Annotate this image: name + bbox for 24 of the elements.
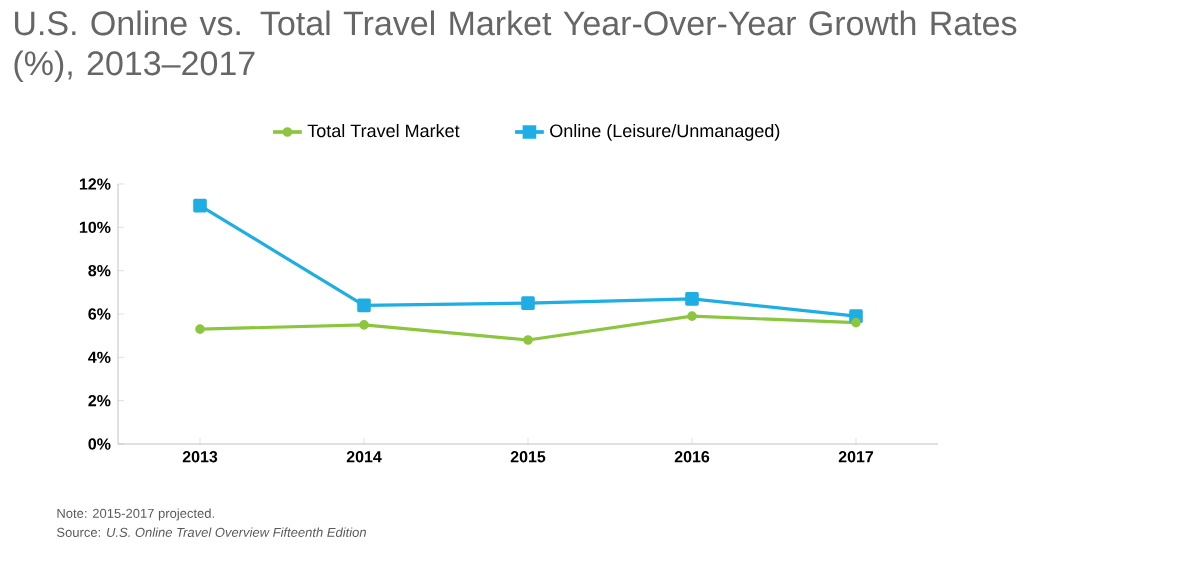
y-tick-label: 4%	[88, 351, 111, 363]
y-tick-label: 10%	[79, 221, 111, 233]
y-tick-label: 2%	[88, 395, 111, 407]
point	[523, 335, 533, 345]
x-tick-label: 2013	[182, 451, 218, 463]
x-tick-label: 2017	[838, 451, 874, 463]
y-tick-label: 8%	[88, 265, 111, 277]
y-tick-label: 6%	[88, 308, 111, 320]
point	[521, 296, 535, 310]
chart-title: U.S. Online vs. Total Travel Market Year-Over-Year Growth Rates (%), 2013–2017	[14, 10, 1017, 83]
legend-label: Online (Leisure/Unmanaged)	[550, 123, 780, 141]
y-tick-label: 0%	[88, 438, 111, 450]
point	[687, 311, 697, 321]
point	[195, 324, 205, 334]
point	[851, 317, 861, 328]
legend-label: Total Travel Market	[307, 123, 460, 138]
point	[357, 298, 371, 313]
y-tick-label: 12%	[79, 178, 111, 190]
point	[193, 198, 207, 213]
x-tick-label: 2016	[674, 451, 710, 463]
x-tick-label: 2015	[510, 451, 546, 463]
point	[685, 292, 699, 306]
x-tick-label: 2014	[346, 451, 382, 463]
point	[359, 320, 369, 330]
